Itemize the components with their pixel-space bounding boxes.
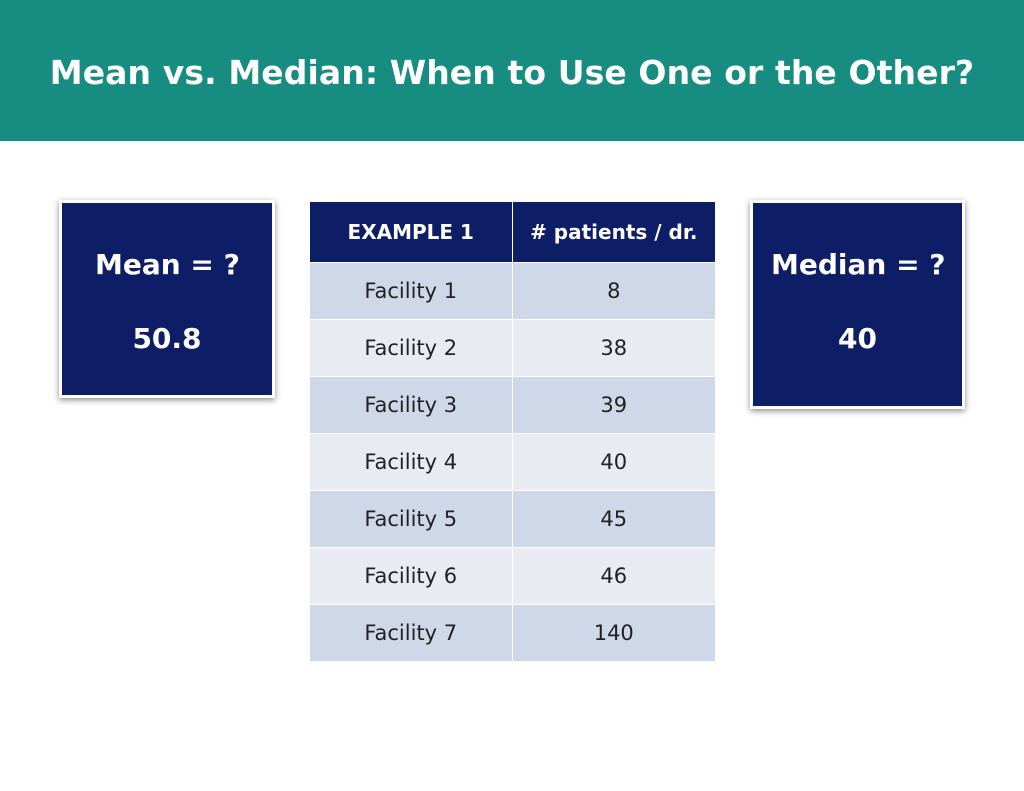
facility-cell: Facility 5 bbox=[310, 490, 513, 548]
facility-cell: Facility 6 bbox=[310, 547, 513, 605]
title-banner: Mean vs. Median: When to Use One or the … bbox=[0, 0, 1024, 141]
table-row: Facility 3 39 bbox=[310, 376, 715, 434]
facility-cell: Facility 4 bbox=[310, 433, 513, 491]
median-box: Median = ? 40 bbox=[753, 203, 962, 406]
table-row: Facility 5 45 bbox=[310, 490, 715, 548]
patients-cell: 8 bbox=[512, 262, 715, 320]
table-row: Facility 1 8 bbox=[310, 262, 715, 320]
mean-box: Mean = ? 50.8 bbox=[62, 203, 272, 395]
mean-value: 50.8 bbox=[132, 322, 202, 355]
table-header-example: EXAMPLE 1 bbox=[310, 202, 513, 263]
table-row: Facility 4 40 bbox=[310, 433, 715, 491]
patients-cell: 38 bbox=[512, 319, 715, 377]
slide-title: Mean vs. Median: When to Use One or the … bbox=[49, 53, 975, 92]
table-header-patients: # patients / dr. bbox=[512, 202, 715, 263]
patients-cell: 140 bbox=[512, 604, 715, 661]
patients-cell: 39 bbox=[512, 376, 715, 434]
table-row: Facility 7 140 bbox=[310, 604, 715, 661]
table-header-row: EXAMPLE 1 # patients / dr. bbox=[310, 202, 715, 263]
facility-cell: Facility 2 bbox=[310, 319, 513, 377]
mean-label: Mean = ? bbox=[95, 248, 240, 281]
example-table: EXAMPLE 1 # patients / dr. Facility 1 8 … bbox=[310, 202, 715, 661]
patients-cell: 40 bbox=[512, 433, 715, 491]
median-value: 40 bbox=[838, 322, 877, 355]
table-row: Facility 6 46 bbox=[310, 547, 715, 605]
patients-cell: 45 bbox=[512, 490, 715, 548]
facility-cell: Facility 3 bbox=[310, 376, 513, 434]
facility-cell: Facility 1 bbox=[310, 262, 513, 320]
patients-cell: 46 bbox=[512, 547, 715, 605]
table-row: Facility 2 38 bbox=[310, 319, 715, 377]
facility-cell: Facility 7 bbox=[310, 604, 513, 661]
median-label: Median = ? bbox=[771, 248, 946, 281]
